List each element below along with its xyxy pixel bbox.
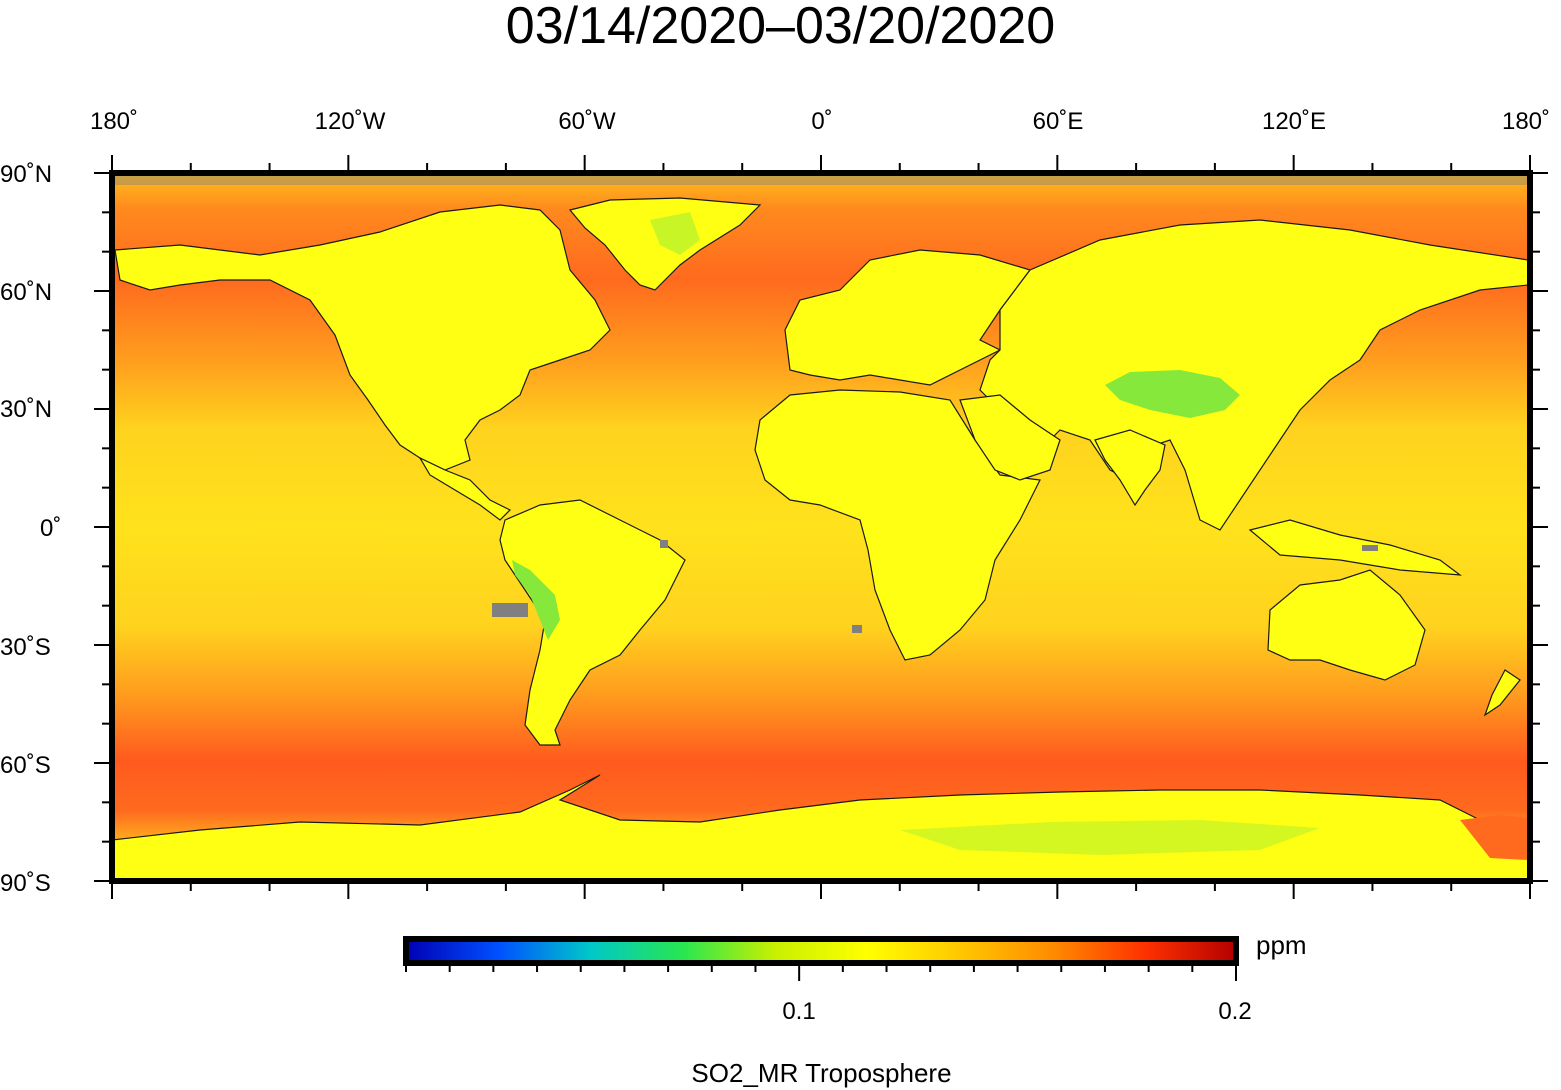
missing-patch bbox=[1362, 545, 1378, 551]
southeast-asia-islands bbox=[1248, 519, 1463, 576]
map-title: 03/14/2020–03/20/2020 bbox=[505, 0, 1056, 55]
colorbar-unit: ppm bbox=[1256, 930, 1307, 960]
lon-label-60w: 60˚W bbox=[558, 108, 616, 135]
land-layer bbox=[112, 197, 1530, 881]
high-terrain-layer bbox=[512, 212, 1320, 855]
lon-label-60e: 60˚E bbox=[1032, 108, 1084, 135]
australia bbox=[1267, 569, 1426, 681]
missing-patch bbox=[852, 625, 862, 633]
andes bbox=[512, 560, 560, 640]
antarctic-plateau bbox=[900, 820, 1320, 855]
lat-label-90s: 90˚S bbox=[0, 870, 51, 897]
new-zealand bbox=[1483, 669, 1521, 717]
lat-label-60n: 60˚N bbox=[0, 279, 53, 306]
colorbar-frame bbox=[403, 936, 1239, 966]
lon-label-120w: 120˚W bbox=[314, 108, 386, 135]
missing-data-patches bbox=[492, 540, 1378, 633]
map-area bbox=[112, 173, 1530, 881]
tibetan-plateau bbox=[1105, 370, 1240, 418]
colorbar-label-0-2: 0.2 bbox=[1218, 998, 1252, 1025]
lon-label-120e: 120˚E bbox=[1261, 108, 1327, 135]
lon-label-180e: 180˚ bbox=[1501, 108, 1551, 135]
lat-label-0: 0˚ bbox=[40, 515, 62, 542]
frame-ticks bbox=[94, 155, 1548, 899]
variable-label: SO2_MR Troposphere bbox=[691, 1058, 952, 1088]
lat-label-30n: 30˚N bbox=[0, 396, 53, 423]
india bbox=[1094, 429, 1166, 507]
greenland bbox=[568, 197, 762, 291]
central-america bbox=[418, 456, 512, 521]
lat-label-90n: 90˚N bbox=[0, 161, 53, 188]
colorbar-ticks bbox=[405, 963, 1237, 981]
lat-label-30s: 30˚S bbox=[0, 634, 51, 661]
arabia bbox=[959, 394, 1061, 481]
africa bbox=[754, 389, 1041, 661]
missing-patch bbox=[492, 603, 528, 617]
europe bbox=[784, 249, 1031, 386]
lat-label-60s: 60˚S bbox=[0, 752, 51, 779]
ross-sea-region bbox=[1460, 815, 1528, 860]
north-america bbox=[114, 204, 611, 471]
missing-patch bbox=[660, 540, 668, 548]
lon-label-0: 0˚ bbox=[811, 108, 833, 135]
colorbar-label-0-1: 0.1 bbox=[782, 998, 816, 1025]
greenland-ice bbox=[650, 212, 700, 255]
lon-label-180w: 180˚ bbox=[89, 108, 139, 135]
colorbar-fill bbox=[406, 939, 1236, 963]
